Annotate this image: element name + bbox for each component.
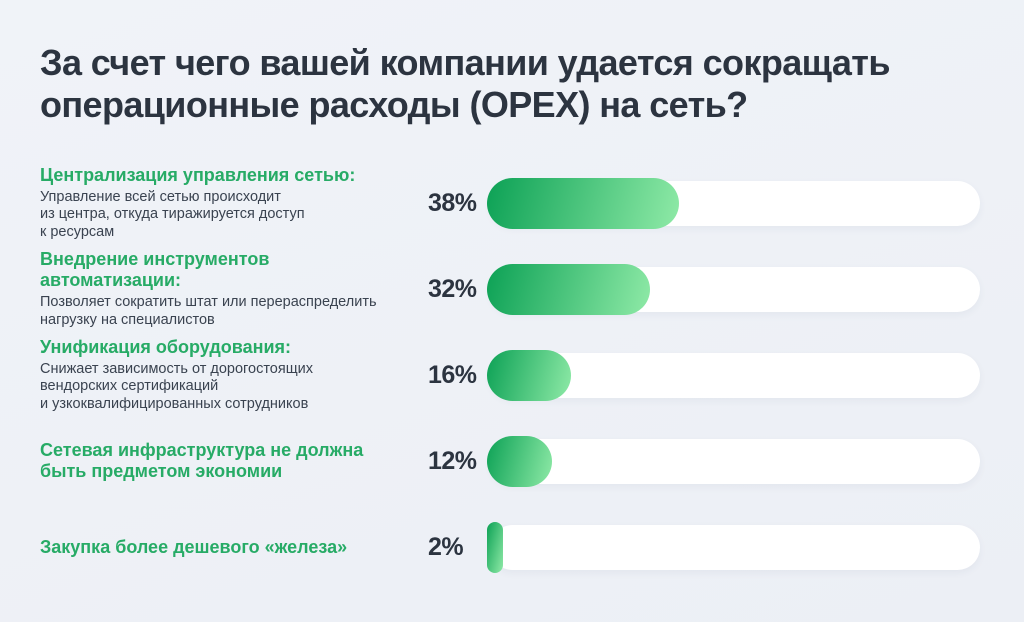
value-label: 2% <box>428 532 464 561</box>
bar-container <box>487 263 980 315</box>
row-heading: Сетевая инфраструктура не должна быть пр… <box>40 439 364 482</box>
value-label: 12% <box>428 446 477 475</box>
bar-fill <box>487 435 552 487</box>
row-description: Снижает зависимость от дорогостоящих вен… <box>40 360 313 413</box>
bar-container <box>487 521 980 573</box>
bar-track <box>487 177 980 229</box>
chart-row-unification: Унификация оборудования: Снижает зависим… <box>40 332 980 418</box>
bar-track <box>487 435 980 487</box>
row-label: Сетевая инфраструктура не должна быть пр… <box>40 440 428 482</box>
chart-row-automation: Внедрение инструментов автоматизации: По… <box>40 246 980 332</box>
value-label: 32% <box>428 274 477 303</box>
bar-chart: Централизация управления сетью: Управлен… <box>40 160 980 590</box>
value-label: 16% <box>428 360 477 389</box>
row-heading: Унификация оборудования: <box>40 336 292 357</box>
bar-fill <box>487 177 680 229</box>
value-label: 38% <box>428 188 477 217</box>
chart-row-cheap-hardware: Закупка более дешевого «железа» 2% <box>40 504 980 590</box>
bar-track <box>487 521 980 573</box>
row-label: Внедрение инструментов автоматизации: По… <box>40 249 428 330</box>
row-heading: Централизация управления сетью: <box>40 164 356 185</box>
row-label: Унификация оборудования: Снижает зависим… <box>40 337 428 414</box>
bar-container <box>487 349 980 401</box>
row-description: Позволяет сократить штат или перераспред… <box>40 294 377 328</box>
row-description: Управление всей сетью происходит из цент… <box>40 188 305 241</box>
row-label: Централизация управления сетью: Управлен… <box>40 165 428 242</box>
bar-fill <box>487 521 503 573</box>
bar-container <box>487 435 980 487</box>
bar-fill <box>487 349 572 401</box>
row-heading: Внедрение инструментов автоматизации: <box>40 248 270 291</box>
bar-track <box>487 349 980 401</box>
page-title: За счет чего вашей компании удается сокр… <box>40 42 890 126</box>
bar-container <box>487 177 980 229</box>
chart-row-no-economy: Сетевая инфраструктура не должна быть пр… <box>40 418 980 504</box>
bar-track <box>487 263 980 315</box>
chart-row-centralization: Централизация управления сетью: Управлен… <box>40 160 980 246</box>
bar-fill <box>487 263 650 315</box>
row-label: Закупка более дешевого «железа» <box>40 537 428 558</box>
row-heading: Закупка более дешевого «железа» <box>40 536 348 557</box>
